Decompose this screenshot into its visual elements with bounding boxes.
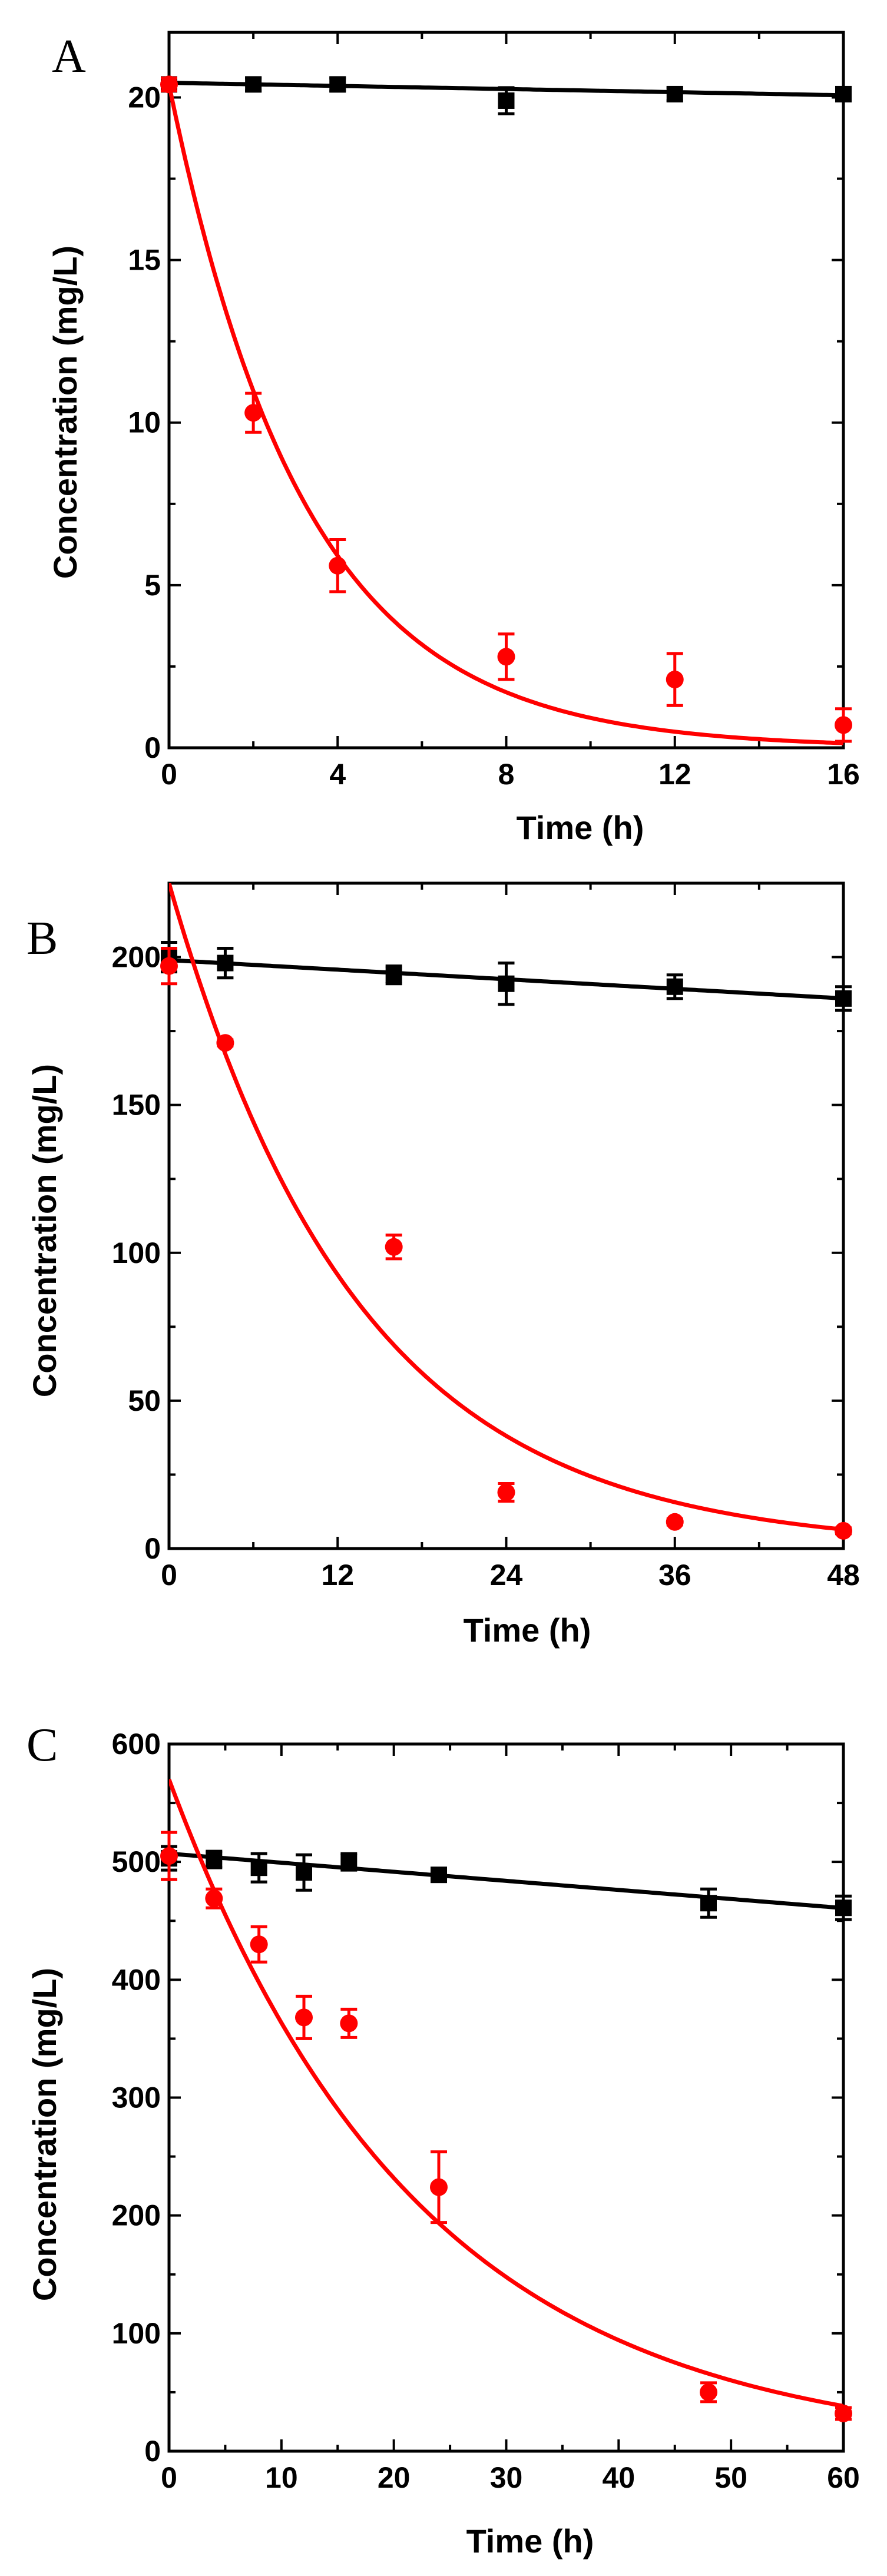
data-point-control	[666, 85, 683, 102]
y-tick-label: 300	[112, 2081, 161, 2114]
y-axis-title: Concentration (mg/L)	[47, 246, 84, 579]
data-point-treated	[160, 957, 178, 975]
panel-label: C	[27, 1719, 58, 1771]
x-tick-label: 40	[603, 2461, 636, 2494]
data-point-treated	[666, 1513, 684, 1531]
y-tick-label: 15	[128, 244, 161, 277]
y-tick-label: 10	[128, 406, 161, 439]
data-point-control	[217, 954, 234, 972]
data-point-treated	[385, 1238, 403, 1256]
data-point-treated	[250, 1935, 268, 1954]
data-point-control	[245, 76, 262, 93]
y-axis-title: Concentration (mg/L)	[26, 1968, 63, 2301]
data-point-treated	[835, 2404, 852, 2422]
plot-frame	[167, 1742, 845, 2453]
data-point-treated	[295, 2008, 313, 2027]
y-tick-label: 20	[128, 81, 161, 114]
x-tick-label: 48	[827, 1559, 860, 1592]
data-point-control	[700, 1895, 717, 1912]
y-tick-label: 600	[112, 1728, 161, 1761]
data-point-control	[329, 76, 346, 93]
x-tick-label: 8	[498, 758, 515, 791]
data-point-treated	[700, 2383, 717, 2401]
x-tick-label: 20	[378, 2461, 411, 2494]
x-tick-label: 4	[329, 758, 346, 791]
y-tick-label: 500	[112, 1845, 161, 1878]
panel-a: A Concentration (mg/L) Time (h) 0 4 8 12 16 0…	[47, 31, 860, 846]
y-tick-label: 100	[112, 2317, 161, 2350]
y-axis-title: Concentration (mg/L)	[26, 1064, 63, 1397]
fit-line-control	[169, 1851, 843, 1911]
data-point-treated	[430, 2178, 448, 2196]
x-tick-label: 0	[161, 2461, 177, 2494]
y-tick-label: 0	[144, 2435, 161, 2468]
fit-line-treated	[169, 84, 843, 745]
x-axis-title: Time (h)	[464, 1612, 591, 1649]
x-tick-label: 10	[265, 2461, 298, 2494]
data-point-control	[498, 92, 515, 109]
data-point-treated	[205, 1889, 223, 1908]
fit-line-treated	[169, 1778, 843, 2408]
x-tick-label: 30	[490, 2461, 523, 2494]
y-tick-label: 200	[112, 941, 161, 974]
panel-label: A	[52, 31, 86, 82]
data-point-control	[206, 1851, 223, 1868]
data-point-treated	[497, 648, 515, 666]
x-tick-label: 16	[827, 758, 860, 791]
panel-b: B Concentration (mg/L) Time (h) 0 12 24 36 4…	[26, 881, 860, 1649]
data-point-control	[385, 966, 402, 983]
panel-label: B	[27, 913, 58, 964]
panel-c: C Concentration (mg/L) Time (h) 0 10 20 30 4…	[26, 1719, 860, 2560]
y-tick-label: 150	[112, 1089, 161, 1122]
data-point-treated	[160, 75, 178, 94]
y-tick-label: 5	[144, 569, 161, 602]
x-tick-label: 12	[658, 758, 691, 791]
x-tick-label: 36	[658, 1559, 691, 1592]
data-point-treated	[216, 1034, 234, 1052]
y-tick-label: 200	[112, 2199, 161, 2232]
fit-line-treated	[169, 883, 843, 1532]
x-tick-label: 24	[490, 1559, 523, 1592]
data-point-treated	[497, 1483, 515, 1501]
x-axis-title: Time (h)	[517, 809, 644, 846]
x-tick-label: 50	[714, 2461, 747, 2494]
data-point-control	[835, 85, 852, 102]
y-tick-label: 0	[144, 1532, 161, 1565]
data-point-treated	[160, 1847, 178, 1865]
data-point-treated	[340, 2014, 358, 2033]
data-point-treated	[329, 556, 347, 575]
data-point-control	[835, 990, 852, 1007]
x-tick-label: 12	[321, 1559, 354, 1592]
data-point-treated	[835, 716, 852, 734]
data-point-control	[498, 975, 515, 992]
data-point-control	[296, 1864, 312, 1881]
data-point-control	[250, 1859, 267, 1877]
data-point-control	[431, 1866, 447, 1884]
x-tick-label: 0	[161, 758, 177, 791]
x-tick-label: 0	[161, 1559, 177, 1592]
data-point-treated	[244, 404, 263, 422]
data-point-control	[340, 1854, 358, 1871]
x-axis-title: Time (h)	[466, 2522, 594, 2560]
x-tick-label: 60	[827, 2461, 860, 2494]
y-tick-label: 100	[112, 1236, 161, 1269]
y-tick-label: 50	[128, 1384, 161, 1417]
y-tick-label: 0	[144, 731, 161, 764]
data-point-control	[835, 1899, 852, 1917]
data-point-treated	[835, 1521, 852, 1540]
y-tick-label: 400	[112, 1963, 161, 1996]
data-point-treated	[666, 671, 684, 689]
data-point-control	[666, 978, 683, 995]
